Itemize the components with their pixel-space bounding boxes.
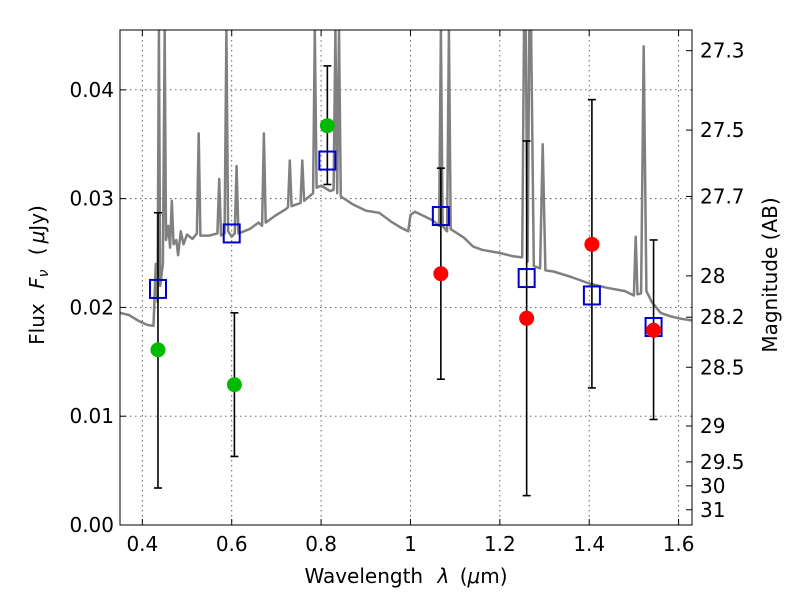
x-tick-label: 1.6 (663, 532, 695, 556)
y2-tick-label: 29.5 (700, 450, 745, 474)
x-tick-label: 0.4 (126, 532, 158, 556)
x-tick-label: 0.8 (305, 532, 337, 556)
y2-tick-label: 27.7 (700, 184, 745, 208)
x-tick-label: 1 (404, 532, 417, 556)
observed-flux-point (226, 377, 242, 393)
y2-tick-label: 27.3 (700, 39, 745, 63)
observed-flux-point (433, 266, 449, 282)
y-tick-label: 0.04 (69, 78, 114, 102)
y2-tick-label: 31 (700, 498, 725, 522)
model-flux-square (148, 278, 167, 299)
observed-flux-point (519, 310, 535, 326)
y-tick-label: 0.03 (69, 187, 114, 211)
model-flux-squares (148, 150, 663, 337)
x-axis-label: Wavelength λ (μm) (304, 564, 507, 588)
y2-tick-label: 29 (700, 414, 725, 438)
y-tick-label: 0.01 (69, 404, 114, 428)
plot-frame (119, 29, 693, 526)
y2-tick-label: 28.2 (700, 305, 745, 329)
y2-tick-label: 28.5 (700, 355, 745, 379)
observed-flux-point (150, 342, 166, 358)
observed-flux-point (646, 322, 662, 338)
x-tick-label: 0.6 (216, 532, 248, 556)
observed-flux-point (319, 118, 335, 134)
model-flux-square (318, 150, 337, 171)
model-flux-square (582, 285, 601, 306)
template-spectrum (120, 30, 692, 328)
y2-axis-label: Magnitude (AB) (758, 197, 782, 352)
model-flux-square (431, 206, 450, 227)
model-flux-square (222, 223, 241, 244)
y2-tick-label: 28 (700, 264, 725, 288)
y-axis-label: Flux Fν (μJy) (25, 205, 53, 345)
model-flux-square (517, 268, 536, 289)
template-spectrum-line (120, 30, 692, 328)
observed-flux-points (150, 118, 662, 393)
y-tick-label: 0.00 (69, 513, 114, 537)
y2-tick-label: 27.5 (700, 118, 745, 142)
x-ticks: 0.4 0.6 0.8 1 1.2 1.4 1.6 (126, 30, 695, 556)
y-tick-label: 0.02 (69, 295, 114, 319)
x-tick-label: 1.2 (484, 532, 516, 556)
grid (120, 30, 692, 525)
y-ticks: 0.00 0.01 0.02 0.03 0.04 (69, 78, 126, 537)
x-tick-label: 1.4 (573, 532, 605, 556)
y2-tick-label: 30 (700, 474, 725, 498)
observed-flux-point (584, 236, 600, 252)
